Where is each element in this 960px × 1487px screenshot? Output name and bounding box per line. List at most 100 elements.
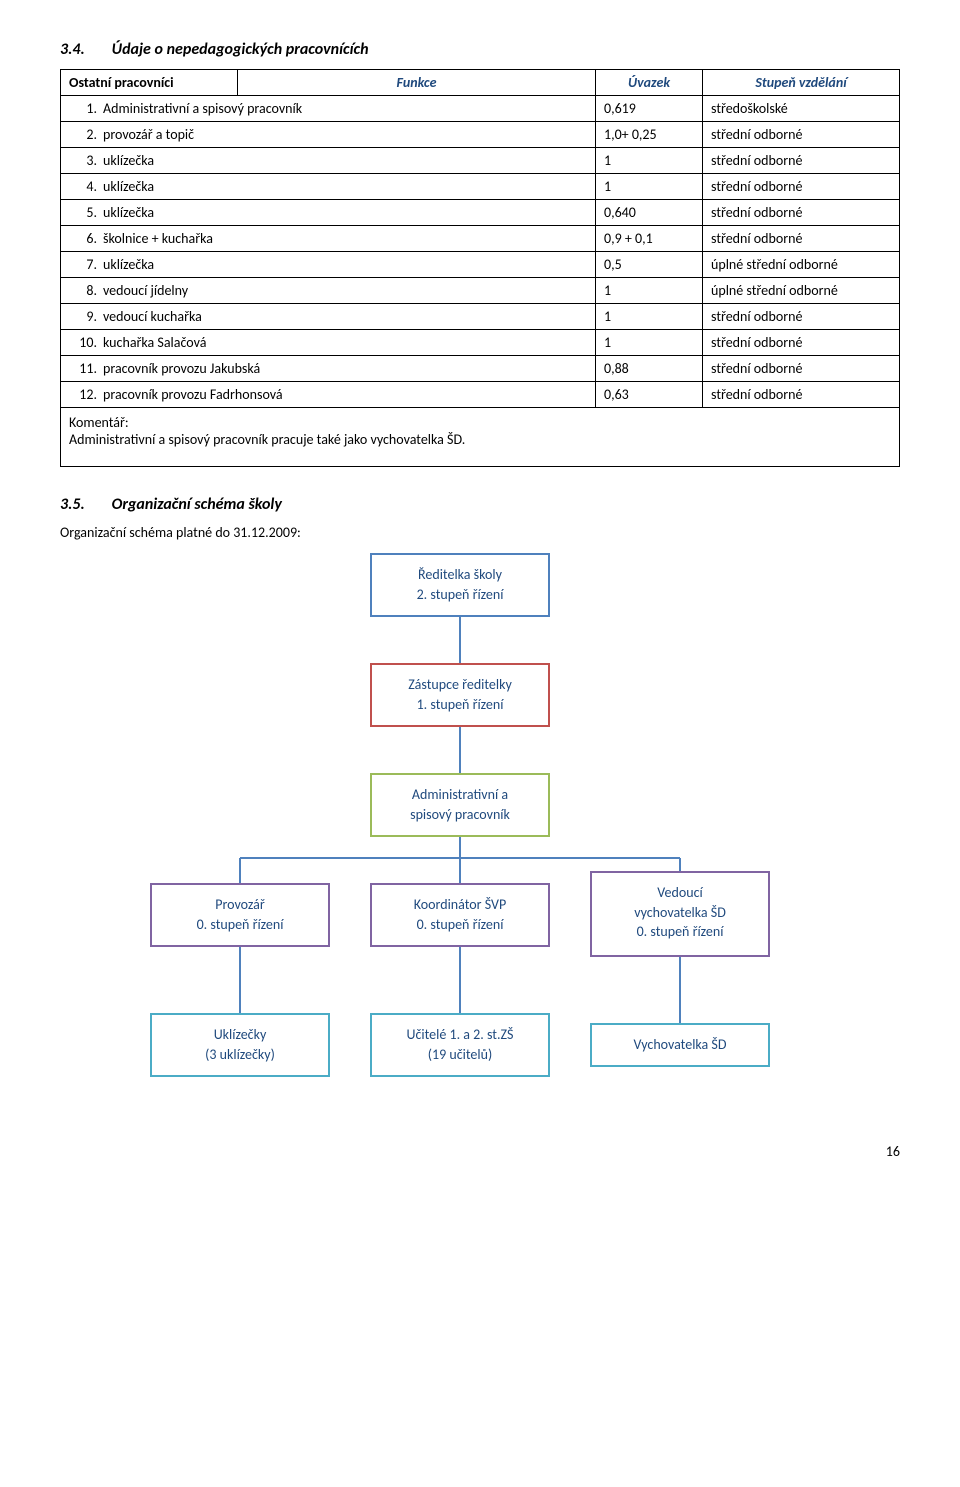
row-func: pracovník provozu Fadrhonsová xyxy=(103,386,283,403)
func-cell: 2.provozář a topič xyxy=(61,122,596,148)
row-uvazek: 1 xyxy=(596,278,703,304)
row-vzd: střední odborné xyxy=(703,304,900,330)
row-func: školnice + kuchařka xyxy=(103,230,213,247)
table-row: 4.uklízečka1střední odborné xyxy=(61,174,900,200)
table-row: 5.uklízečka0,640střední odborné xyxy=(61,200,900,226)
row-uvazek: 0,63 xyxy=(596,382,703,408)
section-3-5-title: Organizační schéma školy xyxy=(112,495,282,514)
org-node-line: Vedoucí xyxy=(598,883,762,903)
func-cell: 9.vedoucí kuchařka xyxy=(61,304,596,330)
row-number: 7. xyxy=(69,256,103,273)
row-uvazek: 1 xyxy=(596,330,703,356)
row-number: 6. xyxy=(69,230,103,247)
section-3-4-title: Údaje o nepedagogických pracovnících xyxy=(112,40,369,59)
func-cell: 12.pracovník provozu Fadrhonsová xyxy=(61,382,596,408)
col-header-uvazek: Úvazek xyxy=(596,70,703,96)
org-chart: Ředitelka školy2. stupeň řízení Zástupce … xyxy=(110,553,810,1113)
comment-cell: Komentář: Administrativní a spisový prac… xyxy=(61,408,900,467)
row-number: 9. xyxy=(69,308,103,325)
table-row: 3.uklízečka1střední odborné xyxy=(61,148,900,174)
org-node-line: vychovatelka ŠD xyxy=(598,903,762,923)
row-number: 10. xyxy=(69,334,103,351)
func-cell: 6.školnice + kuchařka xyxy=(61,226,596,252)
org-node: Ředitelka školy2. stupeň řízení xyxy=(370,553,550,617)
org-node-line: spisový pracovník xyxy=(378,805,542,825)
org-node-line: 2. stupeň řízení xyxy=(378,585,542,605)
table-row: 12.pracovník provozu Fadrhonsová0,63stře… xyxy=(61,382,900,408)
func-cell: 4.uklízečka xyxy=(61,174,596,200)
func-cell: 3.uklízečka xyxy=(61,148,596,174)
table-row: 8.vedoucí jídelny1úplné střední odborné xyxy=(61,278,900,304)
row-vzd: střední odborné xyxy=(703,226,900,252)
row-func: uklízečka xyxy=(103,256,154,273)
row-func: uklízečka xyxy=(103,204,154,221)
comment-label: Komentář: xyxy=(69,414,891,431)
org-node-line: Ředitelka školy xyxy=(378,565,542,585)
row-uvazek: 0,619 xyxy=(596,96,703,122)
row-uvazek: 1 xyxy=(596,304,703,330)
row-vzd: úplné střední odborné xyxy=(703,278,900,304)
table-row: 1.Administrativní a spisový pracovník0,6… xyxy=(61,96,900,122)
table-row: 6.školnice + kuchařka0,9 + 0,1střední od… xyxy=(61,226,900,252)
row-vzd: střední odborné xyxy=(703,382,900,408)
row-func: pracovník provozu Jakubská xyxy=(103,360,260,377)
org-node-line: Koordinátor ŠVP xyxy=(378,895,542,915)
row-uvazek: 1 xyxy=(596,174,703,200)
row-uvazek: 0,88 xyxy=(596,356,703,382)
col-header-stupen: Stupeň vzdělání xyxy=(703,70,900,96)
table-row: 10.kuchařka Salačová1střední odborné xyxy=(61,330,900,356)
func-cell: 5.uklízečka xyxy=(61,200,596,226)
row-vzd: střední odborné xyxy=(703,200,900,226)
row-func: uklízečka xyxy=(103,178,154,195)
org-node-line: 1. stupeň řízení xyxy=(378,695,542,715)
section-3-4-heading: 3.4. Údaje o nepedagogických pracovnícíc… xyxy=(60,40,900,59)
org-node-line: Učitelé 1. a 2. st.ZŠ xyxy=(378,1025,542,1045)
row-number: 1. xyxy=(69,100,103,117)
row-number: 5. xyxy=(69,204,103,221)
col-header-funkce: Funkce xyxy=(238,70,596,96)
comment-text: Administrativní a spisový pracovník prac… xyxy=(69,431,891,448)
section-3-5-subtitle: Organizační schéma platné do 31.12.2009: xyxy=(60,524,900,541)
func-cell: 11.pracovník provozu Jakubská xyxy=(61,356,596,382)
org-node-line: 0. stupeň řízení xyxy=(598,922,762,942)
table-row: 9.vedoucí kuchařka1střední odborné xyxy=(61,304,900,330)
row-func: provozář a topič xyxy=(103,126,194,143)
row-vzd: střední odborné xyxy=(703,356,900,382)
row-func: vedoucí kuchařka xyxy=(103,308,202,325)
org-node-line: Administrativní a xyxy=(378,785,542,805)
org-node-line: (3 uklízečky) xyxy=(158,1045,322,1065)
section-3-4-number: 3.4. xyxy=(60,40,108,59)
org-node: Koordinátor ŠVP0. stupeň řízení xyxy=(370,883,550,947)
row-uvazek: 0,9 + 0,1 xyxy=(596,226,703,252)
row-number: 8. xyxy=(69,282,103,299)
org-node-line: Uklízečky xyxy=(158,1025,322,1045)
row-uvazek: 1 xyxy=(596,148,703,174)
row-number: 4. xyxy=(69,178,103,195)
org-node: Vedoucívychovatelka ŠD0. stupeň řízení xyxy=(590,871,770,957)
table-row: 7.uklízečka0,5úplné střední odborné xyxy=(61,252,900,278)
org-node-line: Vychovatelka ŠD xyxy=(598,1035,762,1055)
col-header-ostatni: Ostatní pracovníci xyxy=(61,70,238,96)
org-node-line: 0. stupeň řízení xyxy=(158,915,322,935)
row-func: Administrativní a spisový pracovník xyxy=(103,100,302,117)
row-func: kuchařka Salačová xyxy=(103,334,206,351)
row-vzd: úplné střední odborné xyxy=(703,252,900,278)
table-row: 2.provozář a topič1,0+ 0,25střední odbor… xyxy=(61,122,900,148)
row-number: 3. xyxy=(69,152,103,169)
org-node-line: Zástupce ředitelky xyxy=(378,675,542,695)
row-number: 12. xyxy=(69,386,103,403)
func-cell: 10.kuchařka Salačová xyxy=(61,330,596,356)
org-node-line: (19 učitelů) xyxy=(378,1045,542,1065)
row-vzd: střední odborné xyxy=(703,148,900,174)
func-cell: 8.vedoucí jídelny xyxy=(61,278,596,304)
org-node-line: Provozář xyxy=(158,895,322,915)
row-vzd: středoškolské xyxy=(703,96,900,122)
org-node: Učitelé 1. a 2. st.ZŠ(19 učitelů) xyxy=(370,1013,550,1077)
org-node-line: 0. stupeň řízení xyxy=(378,915,542,935)
row-func: uklízečka xyxy=(103,152,154,169)
org-node: Zástupce ředitelky1. stupeň řízení xyxy=(370,663,550,727)
table-row: 11.pracovník provozu Jakubská0,88střední… xyxy=(61,356,900,382)
section-3-5-heading: 3.5. Organizační schéma školy xyxy=(60,495,900,514)
func-cell: 7.uklízečka xyxy=(61,252,596,278)
func-cell: 1.Administrativní a spisový pracovník xyxy=(61,96,596,122)
